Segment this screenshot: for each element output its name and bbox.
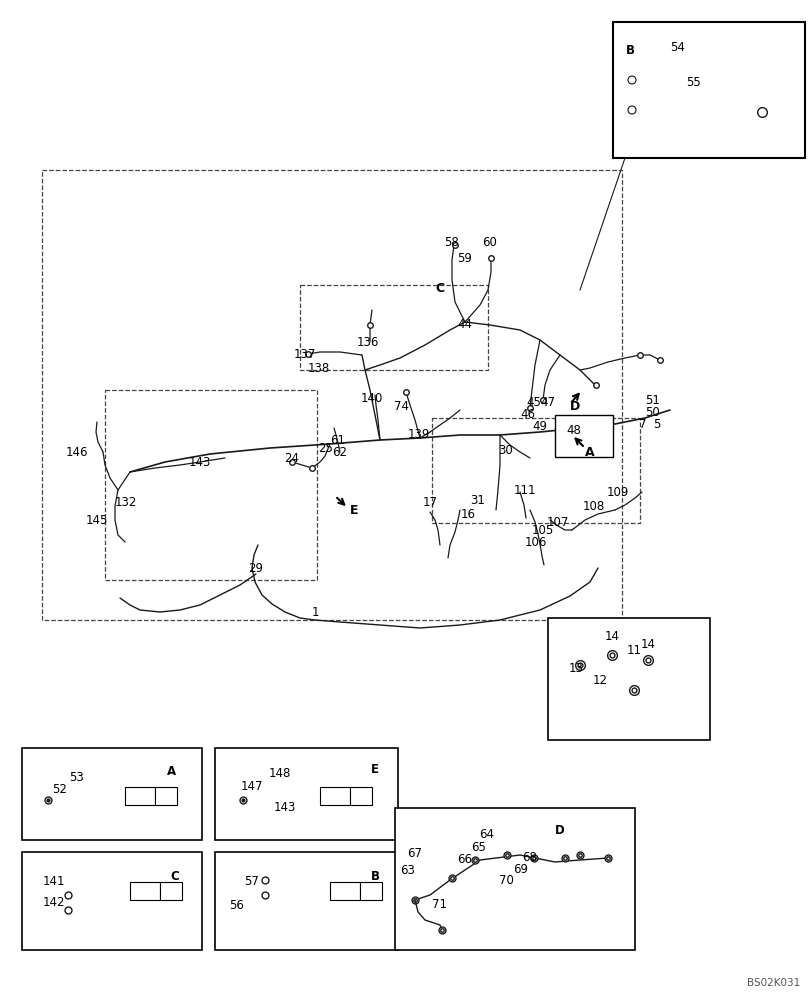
Text: 105: 105 — [531, 524, 553, 536]
Text: 141: 141 — [43, 876, 65, 888]
Text: 107: 107 — [546, 516, 569, 530]
Text: C: C — [435, 282, 444, 294]
Text: 59: 59 — [457, 252, 472, 265]
Text: 67: 67 — [407, 847, 422, 860]
Text: 63: 63 — [400, 864, 415, 877]
Bar — [359, 882, 381, 900]
Text: 55: 55 — [686, 76, 701, 89]
Text: 47: 47 — [540, 396, 555, 410]
Text: 140: 140 — [360, 391, 383, 404]
Text: 46: 46 — [520, 408, 534, 422]
Text: 64: 64 — [479, 828, 494, 841]
Text: 74: 74 — [394, 399, 409, 412]
Bar — [350, 787, 371, 805]
Bar — [125, 787, 155, 805]
Text: BS02K031: BS02K031 — [746, 978, 799, 988]
Text: 62: 62 — [332, 446, 347, 458]
Text: 69: 69 — [513, 863, 528, 876]
Text: 44: 44 — [457, 318, 472, 332]
Text: 136: 136 — [356, 336, 379, 349]
Text: 7  5: 7 5 — [638, 418, 660, 432]
Text: 49: 49 — [532, 420, 547, 434]
Text: 25: 25 — [318, 442, 333, 456]
Text: A: A — [585, 446, 594, 458]
Text: 142: 142 — [43, 896, 65, 909]
Text: 143: 143 — [273, 801, 296, 814]
Text: 51: 51 — [645, 393, 659, 406]
Text: 56: 56 — [230, 899, 244, 912]
Text: 52: 52 — [53, 783, 67, 796]
Bar — [320, 787, 350, 805]
Text: 11: 11 — [626, 645, 641, 658]
Text: 65: 65 — [471, 841, 486, 854]
Bar — [431, 418, 639, 523]
Text: D: D — [555, 824, 564, 837]
Text: 148: 148 — [268, 767, 291, 780]
Text: 111: 111 — [513, 484, 535, 496]
Text: E: E — [350, 504, 358, 516]
Text: C: C — [170, 870, 179, 883]
Text: 29: 29 — [248, 562, 264, 574]
Text: 143: 143 — [189, 456, 211, 468]
Bar — [299, 285, 487, 370]
Text: 138: 138 — [307, 361, 330, 374]
Text: 66: 66 — [457, 853, 472, 866]
Text: 68: 68 — [522, 851, 537, 864]
Text: 139: 139 — [407, 428, 430, 442]
Text: 13: 13 — [568, 662, 583, 676]
Text: 71: 71 — [432, 898, 447, 911]
Text: E: E — [371, 763, 379, 776]
Text: 24: 24 — [284, 452, 299, 466]
Text: 145: 145 — [86, 514, 108, 526]
Text: 132: 132 — [114, 495, 137, 508]
Bar — [612, 22, 804, 158]
Text: B: B — [370, 870, 379, 883]
Bar — [554, 415, 612, 457]
Text: 57: 57 — [244, 876, 260, 888]
Text: 48: 48 — [566, 424, 581, 436]
Text: D: D — [569, 399, 579, 412]
Bar — [329, 882, 359, 900]
Bar — [215, 748, 397, 840]
Bar — [130, 882, 160, 900]
Bar — [42, 170, 621, 620]
Text: B: B — [624, 44, 633, 57]
Text: 146: 146 — [66, 446, 88, 458]
Bar — [22, 748, 202, 840]
Text: 12: 12 — [592, 674, 607, 686]
Text: 31: 31 — [470, 493, 485, 506]
Text: 60: 60 — [482, 236, 497, 249]
Bar — [394, 808, 634, 950]
Bar — [215, 852, 397, 950]
Bar — [105, 390, 316, 580]
Bar — [22, 852, 202, 950]
Text: 58: 58 — [444, 236, 459, 249]
Text: 106: 106 — [524, 536, 547, 548]
Text: 54: 54 — [670, 41, 684, 54]
Text: 53: 53 — [70, 771, 84, 784]
Text: 50: 50 — [645, 406, 659, 420]
Text: 109: 109 — [606, 486, 629, 498]
Text: 147: 147 — [240, 780, 263, 793]
Bar — [160, 882, 182, 900]
Text: A: A — [167, 765, 176, 778]
Bar — [155, 787, 177, 805]
Text: 70: 70 — [498, 874, 513, 887]
Text: 16: 16 — [460, 508, 475, 520]
Text: 14: 14 — [603, 630, 619, 643]
Text: 14: 14 — [640, 638, 654, 650]
Text: 108: 108 — [582, 500, 604, 514]
Text: 45: 45 — [526, 395, 541, 408]
Bar — [547, 618, 709, 740]
Text: 137: 137 — [294, 349, 315, 361]
Text: 1: 1 — [311, 606, 319, 619]
Text: 17: 17 — [422, 496, 437, 510]
Text: 30: 30 — [498, 444, 513, 458]
Text: 61: 61 — [330, 434, 345, 446]
